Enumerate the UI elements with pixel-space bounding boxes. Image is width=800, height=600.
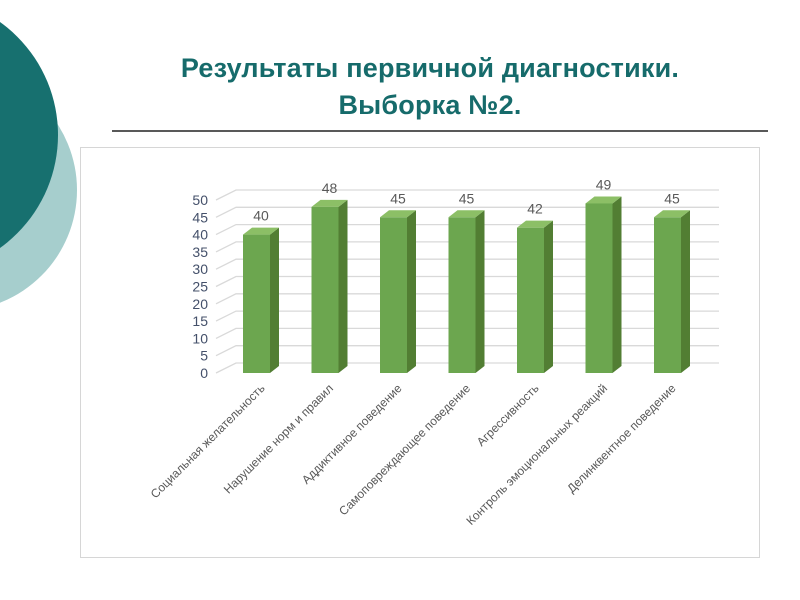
bar-value-label: 49 [596,176,612,192]
bar [585,203,613,373]
slide-title-line-2: Выборка №2. [338,90,522,120]
bar-top-face [311,199,348,207]
bar [311,206,339,373]
x-axis-category-label: Агрессивность [474,381,542,449]
gridline [215,258,719,270]
x-axis-category-label: Контроль эмоциональных реакций [463,381,610,528]
bar-top-face [585,196,622,204]
y-axis-tick-label: 25 [192,279,208,295]
y-axis-tick-label: 15 [192,313,208,329]
gridline [215,206,719,218]
bar-top-face [517,220,553,228]
gridline [215,345,719,357]
y-axis-tick-label: 35 [192,244,208,260]
x-axis-category-label: Нарушение норм и правил [221,381,336,496]
y-axis-tick-label: 40 [192,227,208,243]
bar-top-face [654,210,690,218]
bar-side-face [270,227,279,373]
y-axis-tick-label: 30 [192,261,208,277]
slide-title: Результаты первичной диагностики. Выборк… [90,50,770,124]
bar-side-face [544,220,553,373]
bar [654,217,681,373]
x-axis-category-label: Социальная желательность [148,381,268,501]
gridline [215,189,719,201]
y-axis-tick-label: 5 [200,348,208,364]
bar-top-face [243,227,279,235]
y-axis-tick-label: 20 [192,296,208,312]
bar-side-face [681,210,690,373]
x-axis-category-label: Самоповреждающее поведение [336,381,473,518]
gridline [215,327,719,339]
bar-value-label: 48 [322,180,338,196]
title-underline [112,130,768,132]
bar [517,227,544,373]
bar-value-label: 42 [527,201,543,217]
gridline [215,310,719,322]
x-axis-category-label: Делинквентное поведение [564,381,679,496]
y-axis-tick-label: 10 [192,330,208,346]
chart-container: 0 5 10 15 20 25 30 35 40 45 50 40 Социальная желател… [80,147,760,558]
bar-value-label: 45 [390,190,406,206]
y-axis-tick-label: 50 [192,192,208,208]
bar-value-label: 45 [664,190,680,206]
bar-side-face [475,210,485,373]
bar-value-label: 40 [253,208,269,224]
gridline [215,362,719,374]
slide-title-line-1: Результаты первичной диагностики. [180,53,680,83]
y-axis-tick-label: 0 [200,365,208,381]
gridline [215,293,719,305]
bar-top-face [448,210,485,218]
bar [380,217,407,373]
bar-top-face [380,210,416,218]
bar-side-face [612,196,622,373]
bar [448,217,476,373]
bar-side-face [338,199,348,373]
bar [243,234,270,373]
bar-value-label: 45 [459,190,475,206]
y-axis-tick-label: 45 [192,209,208,225]
gridline [215,275,719,288]
gridline [215,223,719,236]
bar-side-face [407,210,416,373]
gridline [215,241,719,253]
